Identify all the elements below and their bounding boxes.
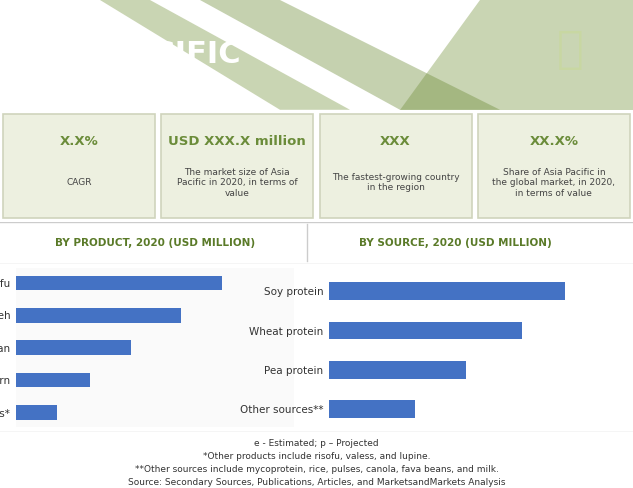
Text: XX.X%: XX.X%	[529, 135, 579, 148]
Bar	[16, 308, 181, 323]
Bar	[16, 276, 222, 290]
Bar	[16, 373, 90, 387]
Bar	[16, 405, 57, 420]
Text: Share of Asia Pacific in
the global market, in 2020,
in terms of value: Share of Asia Pacific in the global mark…	[492, 168, 615, 198]
Text: 🌏: 🌏	[556, 28, 584, 71]
Polygon shape	[100, 0, 350, 110]
Bar	[16, 341, 132, 355]
Bar	[329, 400, 415, 418]
Text: CAGR: CAGR	[66, 178, 92, 187]
Text: ASIA PACIFIC: ASIA PACIFIC	[18, 41, 241, 69]
FancyBboxPatch shape	[478, 114, 630, 218]
Text: The fastest-growing country
in the region: The fastest-growing country in the regio…	[332, 173, 460, 192]
Bar	[329, 361, 466, 379]
Text: X.X%: X.X%	[60, 135, 99, 148]
FancyBboxPatch shape	[320, 114, 472, 218]
Polygon shape	[200, 0, 500, 110]
Text: e - Estimated; p – Projected
*Other products include risofu, valess, and lupine.: e - Estimated; p – Projected *Other prod…	[128, 439, 505, 487]
FancyBboxPatch shape	[161, 114, 313, 218]
Polygon shape	[400, 0, 633, 110]
Text: USD XXX.X million: USD XXX.X million	[168, 135, 306, 148]
Bar	[329, 283, 565, 300]
Text: The market size of Asia
Pacific in 2020, in terms of
value: The market size of Asia Pacific in 2020,…	[177, 168, 298, 198]
Text: BY SOURCE, 2020 (USD MILLION): BY SOURCE, 2020 (USD MILLION)	[360, 238, 552, 248]
Text: XXX: XXX	[380, 135, 411, 148]
Bar	[329, 322, 522, 339]
FancyBboxPatch shape	[3, 114, 155, 218]
Text: BY PRODUCT, 2020 (USD MILLION): BY PRODUCT, 2020 (USD MILLION)	[55, 238, 255, 248]
